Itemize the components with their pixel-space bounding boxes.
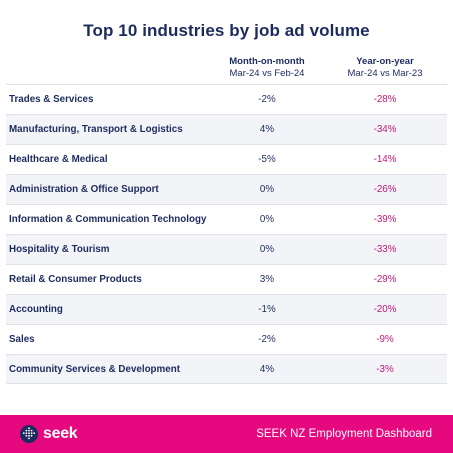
industry-name: Information & Communication Technology — [9, 214, 207, 225]
table-row: Information & Communication Technology 0… — [6, 204, 447, 234]
month-on-month-value: 0% — [259, 244, 275, 255]
industry-name: Manufacturing, Transport & Logistics — [9, 124, 183, 135]
seek-dots-logo-icon — [20, 425, 38, 443]
year-on-year-value: -28% — [373, 94, 397, 105]
table-row: Healthcare & Medical -5% -14% — [6, 144, 447, 174]
table-row: Sales -2% -9% — [6, 324, 447, 354]
month-on-month-value: 0% — [259, 214, 275, 225]
table-row: Hospitality & Tourism 0% -33% — [6, 234, 447, 264]
year-on-year-value: -26% — [373, 184, 397, 195]
industry-name: Hospitality & Tourism — [9, 244, 110, 255]
table-row: Administration & Office Support 0% -26% — [6, 174, 447, 204]
year-on-year-value: -33% — [373, 244, 397, 255]
year-on-year-value: -34% — [373, 124, 397, 135]
industry-name: Healthcare & Medical — [9, 154, 108, 165]
table-row: Manufacturing, Transport & Logistics 4% … — [6, 114, 447, 144]
year-on-year-value: -39% — [373, 214, 397, 225]
industry-name: Administration & Office Support — [9, 184, 159, 195]
month-on-month-value: 0% — [259, 184, 275, 195]
industry-name: Retail & Consumer Products — [9, 274, 142, 285]
column-subheading: Mar-24 vs Feb-24 — [229, 68, 305, 79]
column-header-month-on-month: Month-on-month Mar-24 vs Feb-24 — [207, 56, 327, 80]
seek-logo-text: seek — [43, 425, 78, 442]
table-row: Accounting -1% -20% — [6, 294, 447, 324]
month-on-month-value: -2% — [258, 94, 276, 105]
table-row: Community Services & Development 4% -3% — [6, 354, 447, 384]
year-on-year-value: -20% — [373, 304, 397, 315]
column-heading: Month-on-month — [229, 56, 305, 67]
year-on-year-value: -9% — [376, 334, 394, 345]
month-on-month-value: 4% — [259, 364, 275, 375]
table-row: Trades & Services -2% -28% — [6, 84, 447, 114]
month-on-month-value: -1% — [258, 304, 276, 315]
column-header-year-on-year: Year-on-year Mar-24 vs Mar-23 — [325, 56, 445, 80]
column-subheading: Mar-24 vs Mar-23 — [347, 68, 423, 79]
page-title: Top 10 industries by job ad volume — [83, 21, 370, 40]
industry-name: Community Services & Development — [9, 364, 180, 375]
year-on-year-value: -29% — [373, 274, 397, 285]
year-on-year-value: -14% — [373, 154, 397, 165]
industry-name: Trades & Services — [9, 94, 94, 105]
month-on-month-value: 3% — [259, 274, 275, 285]
month-on-month-value: -5% — [258, 154, 276, 165]
month-on-month-value: -2% — [258, 334, 276, 345]
column-heading: Year-on-year — [356, 56, 414, 67]
table-row: Retail & Consumer Products 3% -29% — [6, 264, 447, 294]
industry-name: Accounting — [9, 304, 63, 315]
dashboard-caption: SEEK NZ Employment Dashboard — [256, 428, 432, 440]
year-on-year-value: -3% — [376, 364, 394, 375]
footer-bar: seek SEEK NZ Employment Dashboard — [0, 415, 453, 453]
industries-table: Trades & Services -2% -28% Manufacturing… — [6, 84, 447, 384]
seek-logo: seek — [20, 424, 78, 444]
month-on-month-value: 4% — [259, 124, 275, 135]
industry-name: Sales — [9, 334, 35, 345]
